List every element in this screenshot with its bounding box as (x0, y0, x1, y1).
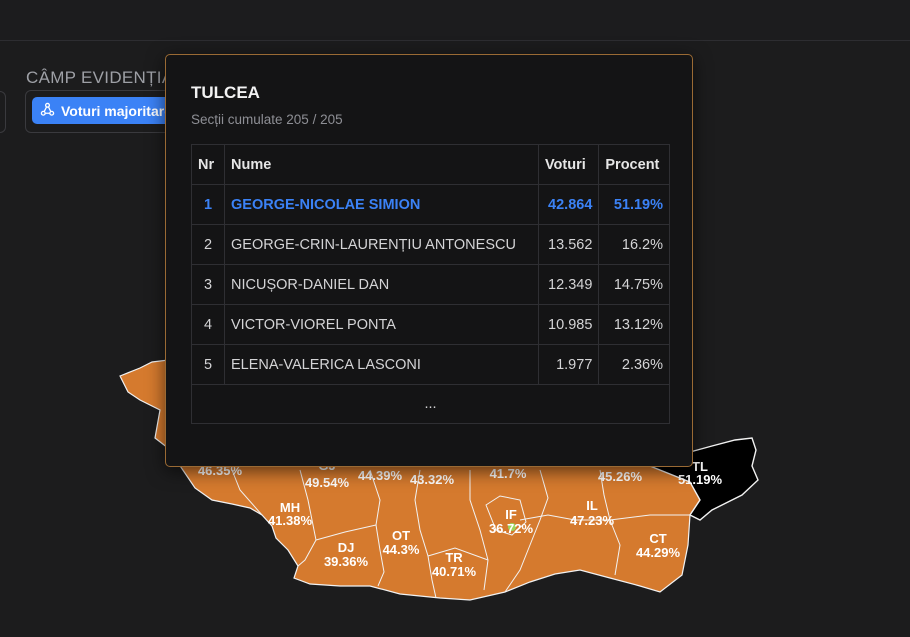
row-votes: 42.864 (537, 184, 600, 225)
bucharest-marker[interactable] (508, 523, 516, 531)
results-table: Nr Nume Voturi Procent 1 GEORGE-NICOLAE … (191, 144, 670, 424)
row-percent: 2.36% (598, 344, 670, 385)
county-percent-label: 43.32% (410, 472, 455, 487)
row-nr: 3 (191, 264, 225, 305)
table-row: 4 VICTOR-VIOREL PONTA 10.985 13.12% (191, 304, 670, 345)
row-percent: 14.75% (598, 264, 670, 305)
column-header-nr: Nr (191, 144, 225, 185)
highlight-field-control: Voturi majoritare (25, 90, 187, 133)
column-header-name: Nume (224, 144, 539, 185)
table-row: 5 ELENA-VALERICA LASCONI 1.977 2.36% (191, 344, 670, 385)
county-code-label: OT (392, 528, 410, 543)
row-votes: 10.985 (537, 304, 600, 345)
table-row: 1 GEORGE-NICOLAE SIMION 42.864 51.19% (191, 184, 670, 225)
row-votes: 12.349 (537, 264, 600, 305)
more-ellipsis: ... (191, 384, 670, 424)
row-name: VICTOR-VIOREL PONTA (224, 304, 539, 345)
tooltip-title: TULCEA (191, 83, 260, 102)
county-percent-label: 47.23% (570, 513, 615, 528)
table-row: 2 GEORGE-CRIN-LAURENȚIU ANTONESCU 13.562… (191, 224, 670, 265)
top-bar (0, 0, 910, 41)
county-percent-label: 39.36% (324, 554, 369, 569)
row-name: GEORGE-NICOLAE SIMION (224, 184, 539, 225)
row-name: GEORGE-CRIN-LAURENȚIU ANTONESCU (224, 224, 539, 265)
county-code-label: DJ (338, 540, 355, 555)
network-icon (40, 102, 55, 120)
county-code-label: TR (445, 550, 463, 565)
county-code-label: CT (649, 531, 666, 546)
column-header-percent: Procent (598, 144, 670, 185)
county-code-label: TL (692, 459, 708, 474)
majority-votes-label: Voturi majoritare (61, 102, 172, 119)
county-percent-label: 40.71% (432, 564, 477, 579)
county-percent-label: 44.29% (636, 545, 681, 560)
row-votes: 1.977 (537, 344, 600, 385)
county-percent-label: 36.72% (489, 521, 534, 536)
county-percent-label: 51.19% (678, 472, 723, 487)
table-row: 3 NICUȘOR-DANIEL DAN 12.349 14.75% (191, 264, 670, 305)
county-tooltip: TULCEA Secții cumulate 205 / 205 Nr Nume… (165, 54, 693, 467)
row-percent: 16.2% (598, 224, 670, 265)
county-code-label: IL (586, 498, 598, 513)
county-percent-label: 44.39% (358, 468, 403, 483)
county-percent-label: 45.26% (598, 469, 643, 484)
column-header-votes: Voturi (537, 144, 600, 185)
row-percent: 13.12% (598, 304, 670, 345)
row-nr: 1 (191, 184, 225, 225)
row-votes: 13.562 (537, 224, 600, 265)
row-percent: 51.19% (598, 184, 670, 225)
county-percent-label: 41.38% (268, 513, 313, 528)
county-borders (231, 469, 690, 599)
row-name: NICUȘOR-DANIEL DAN (224, 264, 539, 305)
county-percent-label: 49.54% (305, 475, 350, 490)
highlight-field-label: CÂMP EVIDENȚIAT (26, 68, 183, 87)
row-name: ELENA-VALERICA LASCONI (224, 344, 539, 385)
county-code-label: IF (505, 507, 517, 522)
tooltip-subtitle: Secții cumulate 205 / 205 (191, 112, 343, 127)
row-nr: 5 (191, 344, 225, 385)
county-percent-label: 44.3% (383, 542, 420, 557)
majority-votes-button[interactable]: Voturi majoritare (32, 97, 182, 124)
row-nr: 2 (191, 224, 225, 265)
county-code-label: MH (280, 500, 300, 515)
row-nr: 4 (191, 304, 225, 345)
table-row-more: ... (191, 384, 670, 424)
table-header-row: Nr Nume Voturi Procent (191, 144, 670, 185)
county-percent-label: 41.7% (490, 466, 527, 481)
